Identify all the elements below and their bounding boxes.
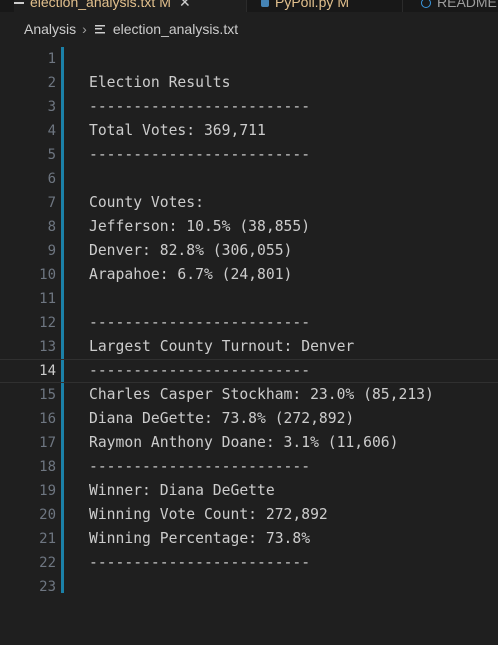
line-number: 21 xyxy=(39,531,56,547)
editor-line[interactable]: 12 ------------------------- xyxy=(0,311,498,335)
line-text: Raymon Anthony Doane: 3.1% (11,606) xyxy=(89,434,399,451)
editor-line[interactable]: 22 ------------------------- xyxy=(0,551,498,575)
line-number: 6 xyxy=(47,171,56,187)
breadcrumb-folder[interactable]: Analysis xyxy=(24,21,77,37)
line-number: 23 xyxy=(39,579,56,595)
text-file-icon xyxy=(94,24,105,34)
change-indicator-bar xyxy=(61,47,64,593)
line-text: Charles Casper Stockham: 23.0% (85,213) xyxy=(89,386,434,403)
editor-line[interactable]: 15 Charles Casper Stockham: 23.0% (85,213… xyxy=(0,383,498,407)
text-editor[interactable]: 1 2 Election Results 3 ---------------------… xyxy=(0,46,498,645)
modified-badge: M xyxy=(337,0,350,10)
line-number: 5 xyxy=(47,147,56,163)
line-number: 14 xyxy=(39,363,56,379)
line-number: 10 xyxy=(39,267,56,283)
editor-line[interactable]: 9 Denver: 82.8% (306,055) xyxy=(0,239,498,263)
editor-line[interactable]: 20 Winning Vote Count: 272,892 xyxy=(0,503,498,527)
editor-line[interactable]: 17 Raymon Anthony Doane: 3.1% (11,606) xyxy=(0,431,498,455)
editor-line[interactable]: 10 Arapahoe: 6.7% (24,801) xyxy=(0,263,498,287)
line-text: ------------------------- xyxy=(89,554,311,571)
editor-line[interactable]: 7 County Votes: xyxy=(0,191,498,215)
editor-line[interactable]: 14 ------------------------- xyxy=(0,359,498,383)
editor-line[interactable]: 5 ------------------------- xyxy=(0,143,498,167)
modified-badge: M xyxy=(159,0,171,10)
tab-label: README xyxy=(437,0,497,10)
line-number: 22 xyxy=(39,555,56,571)
line-number: 15 xyxy=(39,387,56,403)
line-number: 18 xyxy=(39,459,56,475)
line-text: Denver: 82.8% (306,055) xyxy=(89,242,293,259)
breadcrumb: Analysis › election_analysis.txt xyxy=(0,12,498,46)
tab-label: election_analysis.txt xyxy=(30,0,156,10)
line-text: ------------------------- xyxy=(89,146,311,163)
line-number: 3 xyxy=(47,99,56,115)
line-number: 2 xyxy=(47,75,56,91)
line-text: Jefferson: 10.5% (38,855) xyxy=(89,218,311,235)
line-text: ------------------------- xyxy=(89,458,311,475)
line-number: 11 xyxy=(39,291,56,307)
editor-line[interactable]: 23 xyxy=(0,575,498,599)
line-number: 19 xyxy=(39,483,56,499)
editor-line[interactable]: 13 Largest County Turnout: Denver xyxy=(0,335,498,359)
editor-line[interactable]: 16 Diana DeGette: 73.8% (272,892) xyxy=(0,407,498,431)
line-number: 9 xyxy=(47,243,56,259)
line-number: 20 xyxy=(39,507,56,523)
tab-bar: election_analysis.txt M ✕ PyPoll.py M READM… xyxy=(0,0,498,12)
line-text: Election Results xyxy=(89,74,231,91)
editor-line[interactable]: 2 Election Results xyxy=(0,71,498,95)
line-text: ------------------------- xyxy=(89,362,311,379)
line-text: ------------------------- xyxy=(89,98,311,115)
line-text: County Votes: xyxy=(89,194,204,211)
tab-election-analysis[interactable]: election_analysis.txt M ✕ xyxy=(14,0,246,12)
line-text: Largest County Turnout: Denver xyxy=(89,338,355,355)
text-file-icon xyxy=(14,2,24,5)
chevron-right-icon: › xyxy=(82,21,87,37)
line-text: Winning Percentage: 73.8% xyxy=(89,530,311,547)
line-number: 1 xyxy=(47,51,56,67)
line-text: Total Votes: 369,711 xyxy=(89,122,266,139)
line-text: Winner: Diana DeGette xyxy=(89,482,275,499)
line-text: ------------------------- xyxy=(89,314,311,331)
editor-line[interactable]: 8 Jefferson: 10.5% (38,855) xyxy=(0,215,498,239)
breadcrumb-file[interactable]: election_analysis.txt xyxy=(112,21,239,37)
editor-line[interactable]: 1 xyxy=(0,47,498,71)
editor-line[interactable]: 21 Winning Percentage: 73.8% xyxy=(0,527,498,551)
editor-line[interactable]: 11 xyxy=(0,287,498,311)
editor-line[interactable]: 4 Total Votes: 369,711 xyxy=(0,119,498,143)
editor-line[interactable]: 3 ------------------------- xyxy=(0,95,498,119)
tab-readme[interactable]: README xyxy=(402,0,498,12)
line-text: Winning Vote Count: 272,892 xyxy=(89,506,328,523)
close-icon[interactable]: ✕ xyxy=(178,0,191,10)
line-number: 4 xyxy=(47,123,56,139)
python-file-icon xyxy=(261,0,269,8)
editor-line[interactable]: 6 xyxy=(0,167,498,191)
line-number: 12 xyxy=(39,315,56,331)
editor-line[interactable]: 18 ------------------------- xyxy=(0,455,498,479)
line-number: 17 xyxy=(39,435,56,451)
tab-pypoll[interactable]: PyPoll.py M xyxy=(246,0,403,12)
line-number: 7 xyxy=(47,195,56,211)
info-icon xyxy=(421,0,431,9)
line-text: Diana DeGette: 73.8% (272,892) xyxy=(89,410,355,427)
line-number: 8 xyxy=(47,219,56,235)
editor-line[interactable]: 19 Winner: Diana DeGette xyxy=(0,479,498,503)
line-number: 16 xyxy=(39,411,56,427)
line-text: Arapahoe: 6.7% (24,801) xyxy=(89,266,293,283)
line-number: 13 xyxy=(39,339,56,355)
tab-label: PyPoll.py xyxy=(275,0,334,10)
